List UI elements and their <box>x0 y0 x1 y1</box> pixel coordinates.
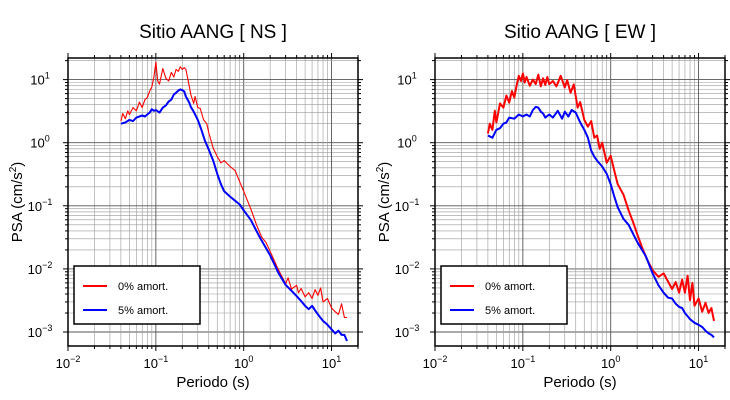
x-tick-label: 10−1 <box>510 354 535 371</box>
chart-title: Sitio AANG [ NS ] <box>139 22 287 43</box>
series-line-amort-0 <box>486 72 715 322</box>
y-tick-label: 10−1 <box>395 197 420 214</box>
y-axis-label: PSA (cm/s2) <box>8 162 26 243</box>
y-tick-label: 100 <box>30 134 49 151</box>
y-tick-label: 100 <box>397 134 416 151</box>
y-tick-label: 10−3 <box>395 323 420 340</box>
y-tick-label: 101 <box>397 71 416 88</box>
legend-label: 0% amort. <box>118 281 168 293</box>
legend-label: 5% amort. <box>485 305 535 317</box>
legend: 0% amort. 5% amort. <box>73 265 201 325</box>
series-line-amort-0 <box>120 61 347 319</box>
x-axis-label: Periodo (s) <box>543 374 616 391</box>
x-tick-label: 100 <box>234 354 253 371</box>
legend-box <box>73 265 201 325</box>
x-tick-label: 101 <box>689 354 708 371</box>
chart-title: Sitio AANG [ EW ] <box>504 22 656 43</box>
x-tick-label: 101 <box>322 354 341 371</box>
legend-label: 0% amort. <box>485 281 535 293</box>
x-tick-label: 100 <box>601 354 620 371</box>
plot-frame <box>67 57 359 347</box>
legend: 0% amort. 5% amort. <box>440 265 568 325</box>
y-axis-label: PSA (cm/s2) <box>375 162 393 243</box>
x-tick-label: 10−2 <box>56 354 81 371</box>
y-tick-label: 10−3 <box>28 323 53 340</box>
x-tick-label: 10−2 <box>423 354 448 371</box>
plot-frame <box>434 57 726 347</box>
legend-label: 5% amort. <box>118 305 168 317</box>
legend-box <box>440 265 568 325</box>
x-tick-label: 10−1 <box>143 354 168 371</box>
series-line-amort-5 <box>487 105 715 339</box>
y-tick-label: 10−2 <box>28 260 53 277</box>
x-axis-label: Periodo (s) <box>176 374 249 391</box>
y-tick-label: 10−1 <box>28 197 53 214</box>
series-line-amort-5 <box>120 88 348 342</box>
y-tick-label: 10−2 <box>395 260 420 277</box>
y-tick-label: 101 <box>30 71 49 88</box>
